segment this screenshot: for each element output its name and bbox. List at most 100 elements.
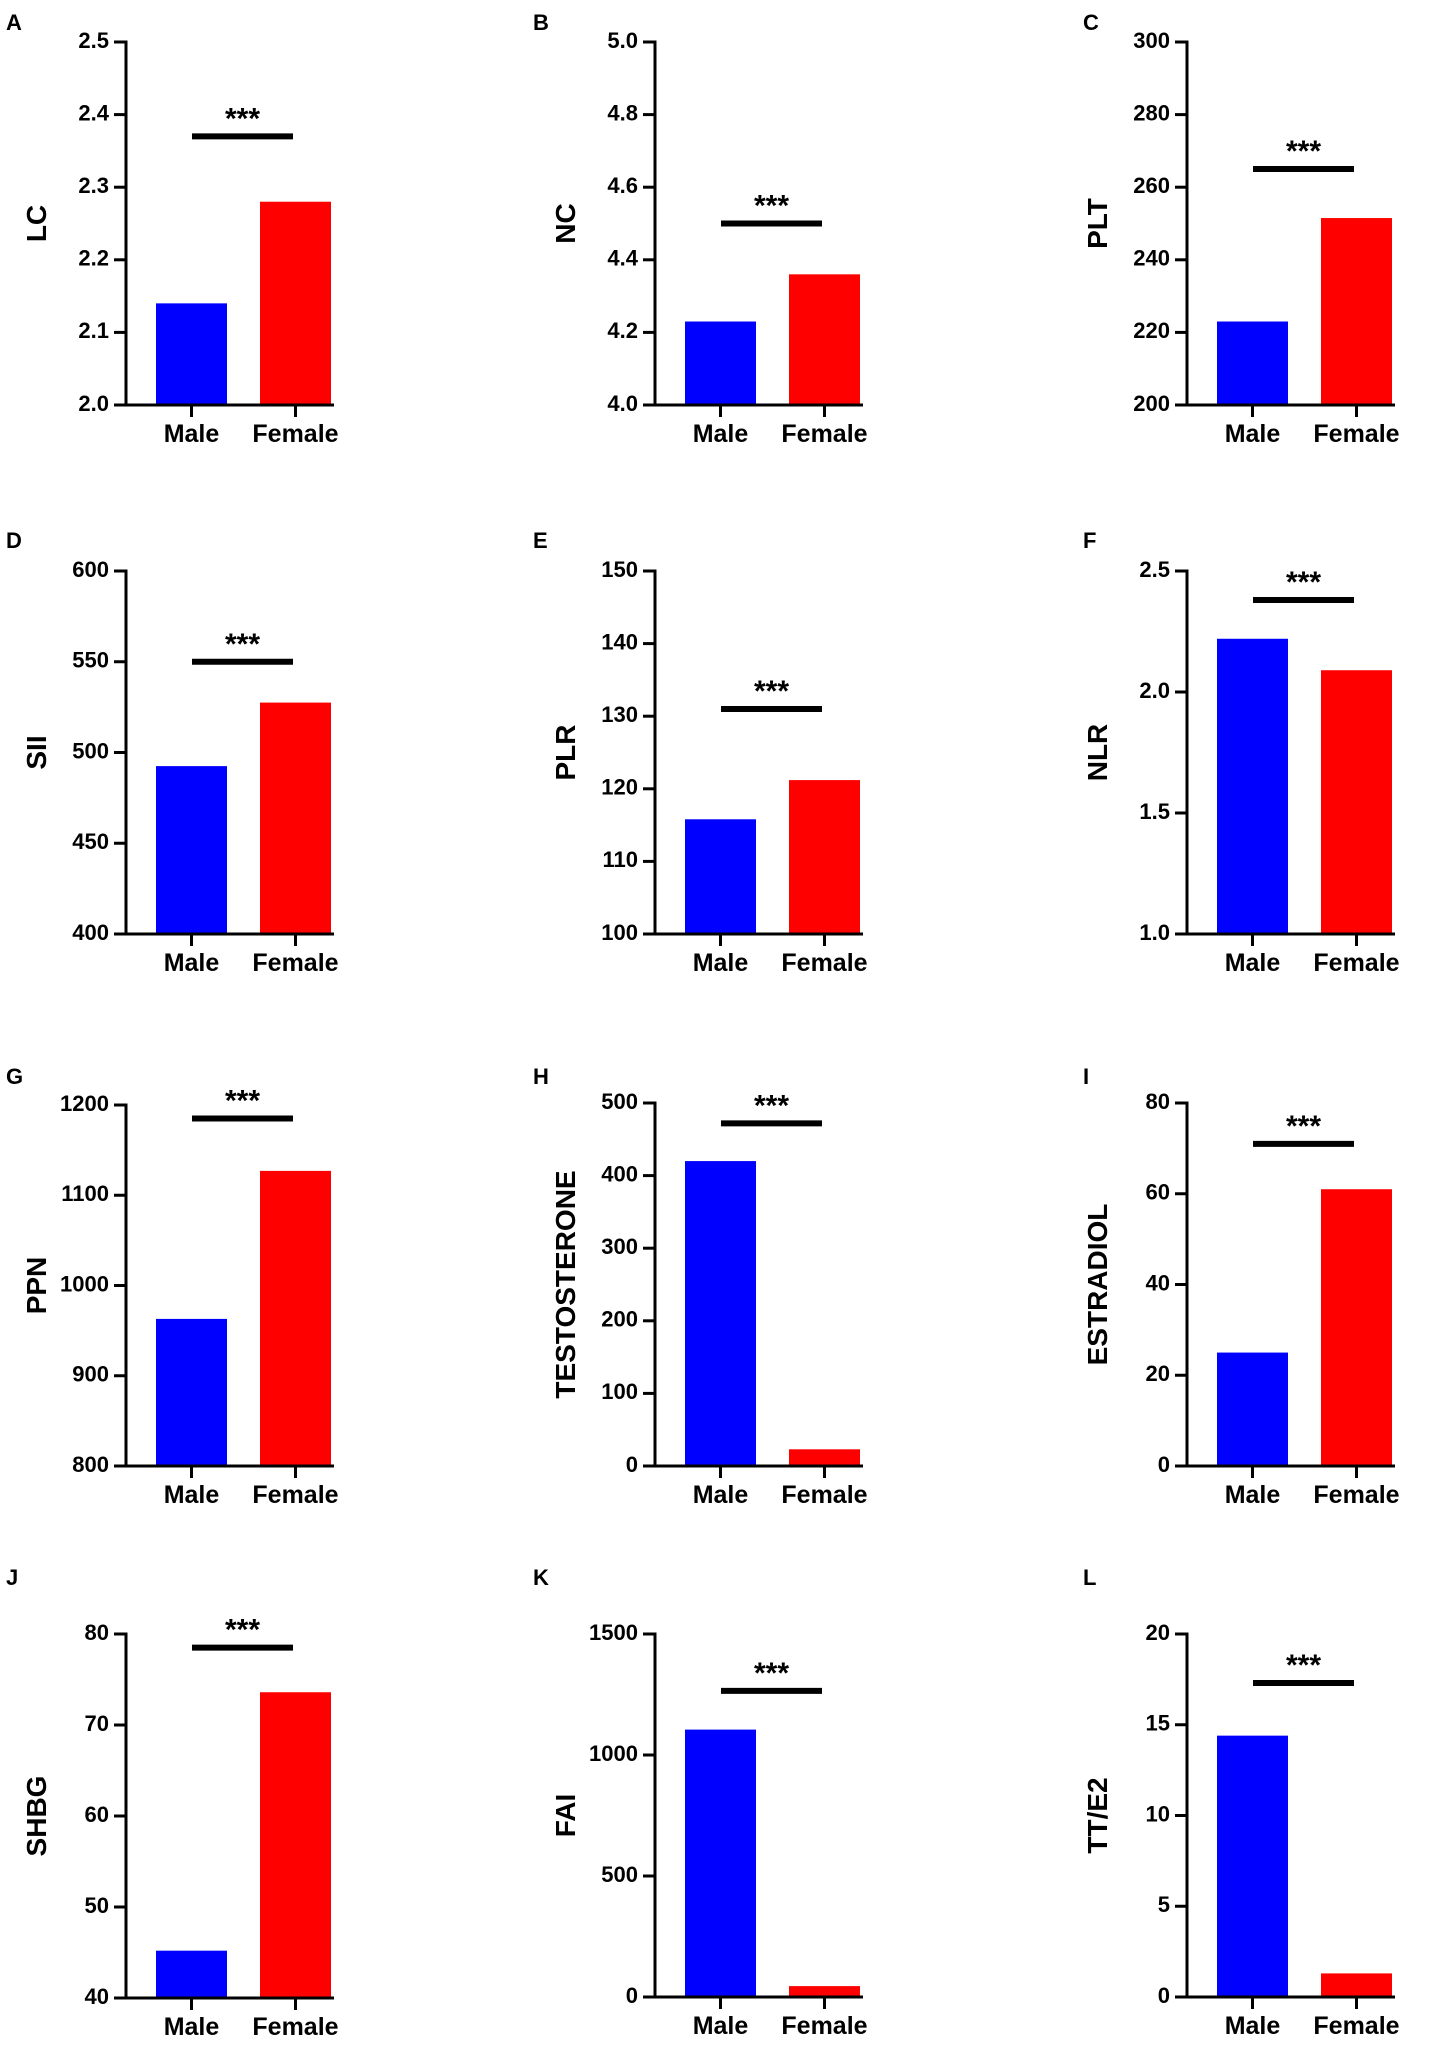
- y-tick-label: 0: [626, 1983, 638, 2008]
- x-category-label: Female: [781, 1481, 867, 1509]
- panel-letter: K: [533, 1565, 549, 1590]
- y-tick-label: 2.2: [78, 246, 109, 271]
- y-tick-label: 2.1: [78, 318, 109, 343]
- bar-female: [260, 1170, 331, 1466]
- significance-label: ***: [1286, 1110, 1321, 1143]
- y-tick-label: 130: [601, 702, 638, 727]
- significance-label: ***: [225, 102, 260, 135]
- y-tick-label: 0: [1158, 1452, 1170, 1477]
- bar-female: [789, 1986, 860, 1997]
- x-category-label: Female: [1313, 1481, 1399, 1509]
- panel-j: J SHBG 40 50 60 70 80 Male Female ***: [6, 1565, 339, 2041]
- bar-female: [1321, 1189, 1392, 1466]
- y-tick-label: 140: [601, 629, 638, 654]
- panel-k: K FAI 0 500 1000 1500 Male Female ***: [533, 1565, 868, 2040]
- significance-label: ***: [1286, 566, 1321, 599]
- y-tick-label: 500: [601, 1089, 638, 1114]
- y-tick-label: 280: [1133, 100, 1170, 125]
- x-category-label: Female: [781, 949, 867, 977]
- y-tick-label: 4.8: [607, 100, 638, 125]
- x-category-label: Male: [1225, 420, 1281, 448]
- significance-label: ***: [754, 675, 789, 708]
- bar-male: [685, 321, 756, 405]
- y-tick-label: 70: [85, 1711, 109, 1736]
- y-axis-title: PLR: [550, 725, 581, 781]
- bar-female: [789, 780, 860, 934]
- y-tick-label: 1500: [589, 1620, 638, 1645]
- x-category-label: Male: [164, 420, 220, 448]
- panel-letter: C: [1083, 10, 1099, 35]
- bar-male: [156, 1318, 227, 1466]
- y-tick-label: 4.6: [607, 173, 638, 198]
- y-tick-label: 2.0: [78, 391, 109, 416]
- bar-female: [1321, 670, 1392, 934]
- x-category-label: Female: [252, 420, 338, 448]
- y-tick-label: 300: [1133, 28, 1170, 53]
- x-category-label: Male: [693, 949, 749, 977]
- y-tick-label: 260: [1133, 173, 1170, 198]
- y-tick-label: 1000: [60, 1271, 109, 1296]
- panel-h: H TESTOSTERONE 0 100 200 300 400 500 Male Female *…: [533, 1064, 868, 1509]
- y-tick-label: 900: [72, 1362, 109, 1387]
- y-tick-label: 2.4: [78, 100, 109, 125]
- y-tick-label: 600: [72, 557, 109, 582]
- panel-letter: A: [6, 10, 22, 35]
- x-category-label: Female: [1313, 420, 1399, 448]
- y-tick-label: 0: [1158, 1983, 1170, 2008]
- y-tick-label: 1200: [60, 1091, 109, 1116]
- y-tick-label: 0: [626, 1452, 638, 1477]
- x-category-label: Female: [781, 420, 867, 448]
- x-category-label: Female: [1313, 2012, 1399, 2040]
- bar-male: [156, 303, 227, 405]
- y-tick-label: 400: [601, 1161, 638, 1186]
- y-tick-label: 60: [1146, 1180, 1170, 1205]
- y-tick-label: 120: [601, 775, 638, 800]
- bar-female: [260, 1692, 331, 1998]
- y-tick-label: 2.5: [1139, 557, 1170, 582]
- x-category-label: Male: [1225, 1481, 1281, 1509]
- y-tick-label: 4.0: [607, 391, 638, 416]
- y-tick-label: 80: [85, 1620, 109, 1645]
- x-category-label: Male: [1225, 949, 1281, 977]
- y-tick-label: 60: [85, 1802, 109, 1827]
- x-category-label: Female: [1313, 949, 1399, 977]
- y-tick-label: 400: [72, 920, 109, 945]
- panel-d: D SII 400 450 500 550 600 Male Female ***: [6, 528, 339, 977]
- panel-i: I ESTRADIOL 0 20 40 60 80 Male Female ***: [1082, 1064, 1400, 1509]
- significance-label: ***: [1286, 1649, 1321, 1682]
- bar-male: [1217, 1352, 1288, 1466]
- y-tick-label: 500: [601, 1862, 638, 1887]
- y-tick-label: 200: [601, 1307, 638, 1332]
- significance-label: ***: [754, 1657, 789, 1690]
- y-tick-label: 550: [72, 648, 109, 673]
- x-category-label: Female: [252, 2013, 338, 2041]
- bar-male: [156, 1950, 227, 1998]
- y-axis-title: TT/E2: [1082, 1777, 1113, 1853]
- y-axis-title: SII: [21, 735, 52, 769]
- panel-f: F NLR 1.0 1.5 2.0 2.5 Male Female ***: [1082, 528, 1400, 977]
- y-tick-label: 200: [1133, 391, 1170, 416]
- y-tick-label: 10: [1146, 1801, 1170, 1826]
- bar-male: [156, 766, 227, 934]
- x-category-label: Female: [252, 949, 338, 977]
- y-axis-title: NLR: [1082, 724, 1113, 782]
- significance-label: ***: [225, 1085, 260, 1118]
- y-tick-label: 4.2: [607, 318, 638, 343]
- x-category-label: Male: [164, 949, 220, 977]
- bar-male: [1217, 638, 1288, 934]
- y-tick-label: 2.3: [78, 173, 109, 198]
- bar-male: [685, 1161, 756, 1466]
- y-tick-label: 40: [85, 1984, 109, 2009]
- significance-label: ***: [754, 1089, 789, 1122]
- y-tick-label: 100: [601, 1379, 638, 1404]
- panel-letter: B: [533, 10, 549, 35]
- y-axis-title: PLT: [1082, 198, 1113, 249]
- y-tick-label: 110: [603, 847, 639, 872]
- y-tick-label: 450: [72, 829, 109, 854]
- y-tick-label: 100: [601, 920, 638, 945]
- y-tick-label: 150: [601, 557, 638, 582]
- panel-letter: H: [533, 1064, 549, 1089]
- significance-label: ***: [754, 190, 789, 223]
- bar-male: [1217, 1735, 1288, 1997]
- y-tick-label: 1.0: [1139, 920, 1170, 945]
